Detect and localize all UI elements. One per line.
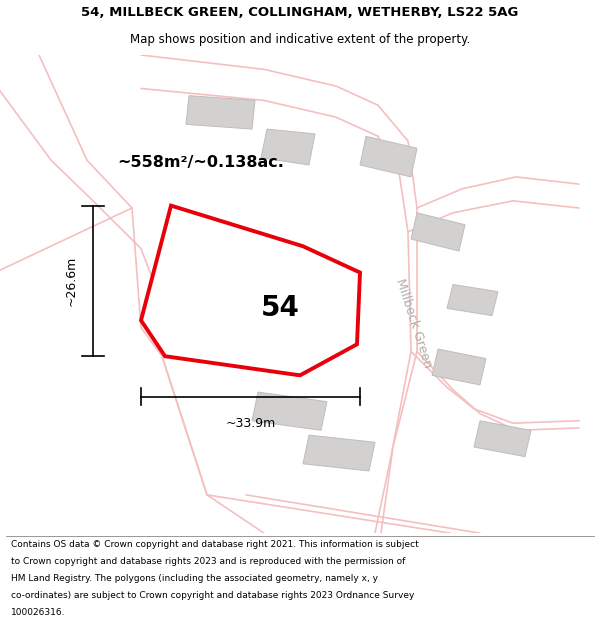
Text: Millbeck Green: Millbeck Green <box>394 276 434 369</box>
Polygon shape <box>360 136 417 177</box>
Text: ~26.6m: ~26.6m <box>65 256 78 306</box>
Polygon shape <box>186 96 255 129</box>
Text: ~33.9m: ~33.9m <box>226 417 275 429</box>
Polygon shape <box>432 349 486 385</box>
Polygon shape <box>447 284 498 316</box>
Polygon shape <box>213 249 294 342</box>
Polygon shape <box>411 213 465 251</box>
Text: 100026316.: 100026316. <box>11 608 65 616</box>
Text: to Crown copyright and database rights 2023 and is reproduced with the permissio: to Crown copyright and database rights 2… <box>11 556 405 566</box>
Text: HM Land Registry. The polygons (including the associated geometry, namely x, y: HM Land Registry. The polygons (includin… <box>11 574 378 582</box>
Text: 54: 54 <box>261 294 300 322</box>
Text: 54, MILLBECK GREEN, COLLINGHAM, WETHERBY, LS22 5AG: 54, MILLBECK GREEN, COLLINGHAM, WETHERBY… <box>82 6 518 19</box>
Text: ~558m²/~0.138ac.: ~558m²/~0.138ac. <box>117 155 284 170</box>
Text: Map shows position and indicative extent of the property.: Map shows position and indicative extent… <box>130 33 470 46</box>
Polygon shape <box>141 206 360 376</box>
Polygon shape <box>303 435 375 471</box>
Text: co-ordinates) are subject to Crown copyright and database rights 2023 Ordnance S: co-ordinates) are subject to Crown copyr… <box>11 591 414 599</box>
Polygon shape <box>474 421 531 457</box>
Polygon shape <box>261 129 315 165</box>
Text: Contains OS data © Crown copyright and database right 2021. This information is : Contains OS data © Crown copyright and d… <box>11 539 419 549</box>
Polygon shape <box>252 392 327 431</box>
